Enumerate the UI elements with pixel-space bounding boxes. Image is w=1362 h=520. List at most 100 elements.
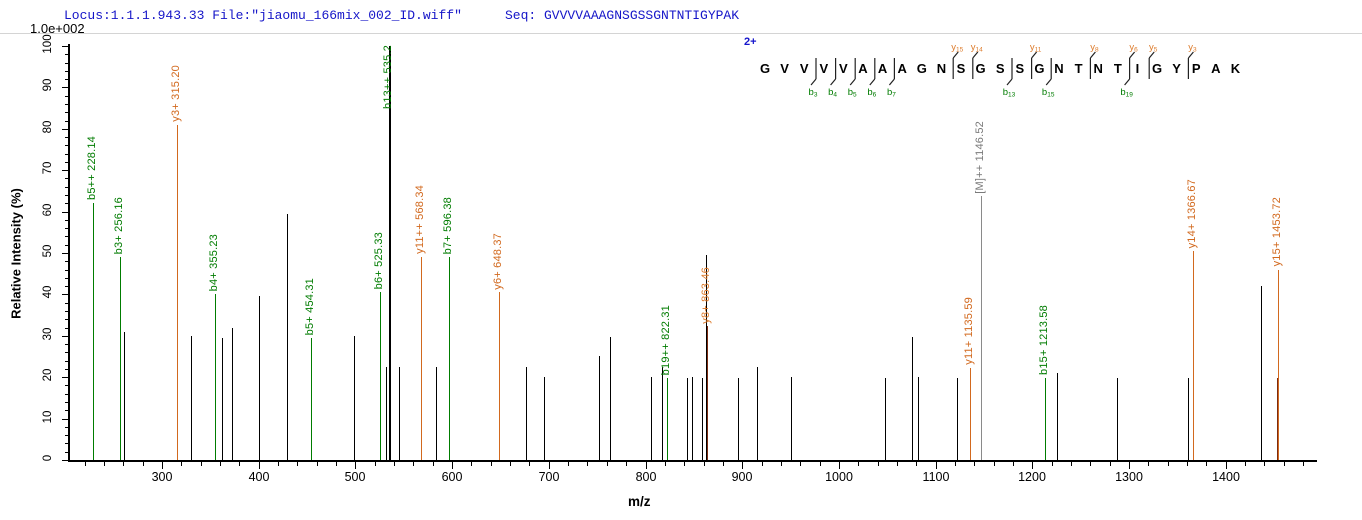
residue-letter: G xyxy=(759,61,771,76)
x-axis-tick xyxy=(471,462,472,466)
peak xyxy=(667,378,668,460)
peak xyxy=(599,356,600,460)
residue-letter: Y xyxy=(1172,61,1181,76)
y-axis-tick xyxy=(65,178,69,179)
y-axis-tick-label: 60 xyxy=(42,203,54,217)
peak xyxy=(970,368,971,460)
peak xyxy=(389,46,391,460)
residue-letter: V xyxy=(780,61,789,76)
peak-label: b6+ 525.33 xyxy=(373,231,385,290)
x-axis-tick xyxy=(974,462,975,466)
x-axis-tick xyxy=(1013,462,1014,466)
y-axis-tick xyxy=(62,419,69,420)
y-axis-tick xyxy=(62,87,69,88)
y-axis-tick-label: 80 xyxy=(42,120,54,134)
peak xyxy=(449,257,450,460)
peak xyxy=(692,377,693,460)
peak xyxy=(287,214,288,460)
y-axis-tick xyxy=(65,96,69,97)
y-axis-tick xyxy=(65,145,69,146)
y-axis-tick xyxy=(65,443,69,444)
peak xyxy=(738,378,739,460)
residue-letter: G xyxy=(916,61,927,76)
y-axis-tick xyxy=(62,212,69,213)
peak-label: y11+ 1135.59 xyxy=(963,297,975,366)
y-axis-scale-label: 1.0e+002 xyxy=(30,21,85,36)
y-axis-tick xyxy=(65,328,69,329)
residue-letter: V xyxy=(799,61,809,76)
y-axis-tick xyxy=(65,286,69,287)
y-axis-tick xyxy=(65,63,69,64)
peak xyxy=(957,378,958,460)
x-axis-tick xyxy=(413,462,414,466)
residue-letter: A xyxy=(877,61,888,76)
x-axis-tick xyxy=(1284,462,1285,466)
y-axis-tick xyxy=(65,278,69,279)
y-axis-tick xyxy=(65,319,69,320)
header-separator-line xyxy=(0,33,1362,34)
residue-letter: P xyxy=(1191,61,1201,76)
peak xyxy=(93,203,94,460)
residue-letter: A xyxy=(1211,61,1221,76)
x-axis-tick xyxy=(1245,462,1246,466)
y-axis-tick xyxy=(62,377,69,378)
x-axis-tick-label: 900 xyxy=(731,470,753,484)
y-axis-tick xyxy=(65,402,69,403)
x-axis-tick-label: 700 xyxy=(538,470,560,484)
x-axis-tick xyxy=(85,462,86,466)
x-axis-tick xyxy=(549,462,550,469)
y-axis-tick xyxy=(65,361,69,362)
residue-letter: N xyxy=(1054,61,1064,76)
x-axis-tick xyxy=(1303,462,1304,466)
x-axis-tick xyxy=(297,462,298,466)
peak xyxy=(1188,378,1189,460)
y-axis-tick xyxy=(65,311,69,312)
x-axis-tick xyxy=(665,462,666,466)
x-axis-tick xyxy=(317,462,318,466)
x-axis-tick xyxy=(955,462,956,466)
residue-letter: S xyxy=(1015,61,1025,76)
peak xyxy=(421,257,422,460)
peak xyxy=(259,296,260,460)
y-axis-tick xyxy=(62,129,69,130)
b-ion-label: b15 xyxy=(1042,87,1055,99)
y-ion-hook xyxy=(952,51,959,59)
residue-letter: V xyxy=(819,61,829,76)
x-axis-tick xyxy=(491,462,492,466)
x-axis-tick-label: 400 xyxy=(248,470,270,484)
y-axis-line xyxy=(68,44,70,462)
x-axis-tick xyxy=(220,462,221,466)
residue-letter: T xyxy=(1113,61,1122,76)
x-axis-tick xyxy=(800,462,801,466)
y-axis-tick xyxy=(65,352,69,353)
peak xyxy=(499,292,500,460)
y-axis-tick xyxy=(65,220,69,221)
y-ion-label: y15 xyxy=(951,42,963,54)
peak xyxy=(380,292,381,460)
peak-label: b7+ 596.38 xyxy=(442,196,454,255)
x-axis-tick xyxy=(1168,462,1169,466)
y-axis-tick xyxy=(62,253,69,254)
peak xyxy=(918,377,919,460)
y-axis-tick xyxy=(65,245,69,246)
y-axis-tick xyxy=(65,394,69,395)
x-axis-tick xyxy=(1071,462,1072,466)
peak xyxy=(757,367,758,460)
residue-letter: N xyxy=(936,61,947,76)
b-ion-label: b5 xyxy=(848,87,857,99)
sequence-text: Seq: GVVVVAAAGNSGSSGNTNTIGYPAK xyxy=(505,8,740,23)
x-axis-tick xyxy=(1032,462,1033,469)
y-axis-tick xyxy=(65,187,69,188)
residue-letter: I xyxy=(1135,61,1140,76)
y-ion-label: y6 xyxy=(1129,42,1138,54)
y-axis-tick xyxy=(65,261,69,262)
peak xyxy=(436,367,437,460)
y-ion-label: y5 xyxy=(1149,42,1158,54)
peak xyxy=(1193,251,1194,460)
x-axis-tick xyxy=(162,462,163,469)
b-ion-hook xyxy=(869,78,876,86)
y-axis-tick xyxy=(65,154,69,155)
